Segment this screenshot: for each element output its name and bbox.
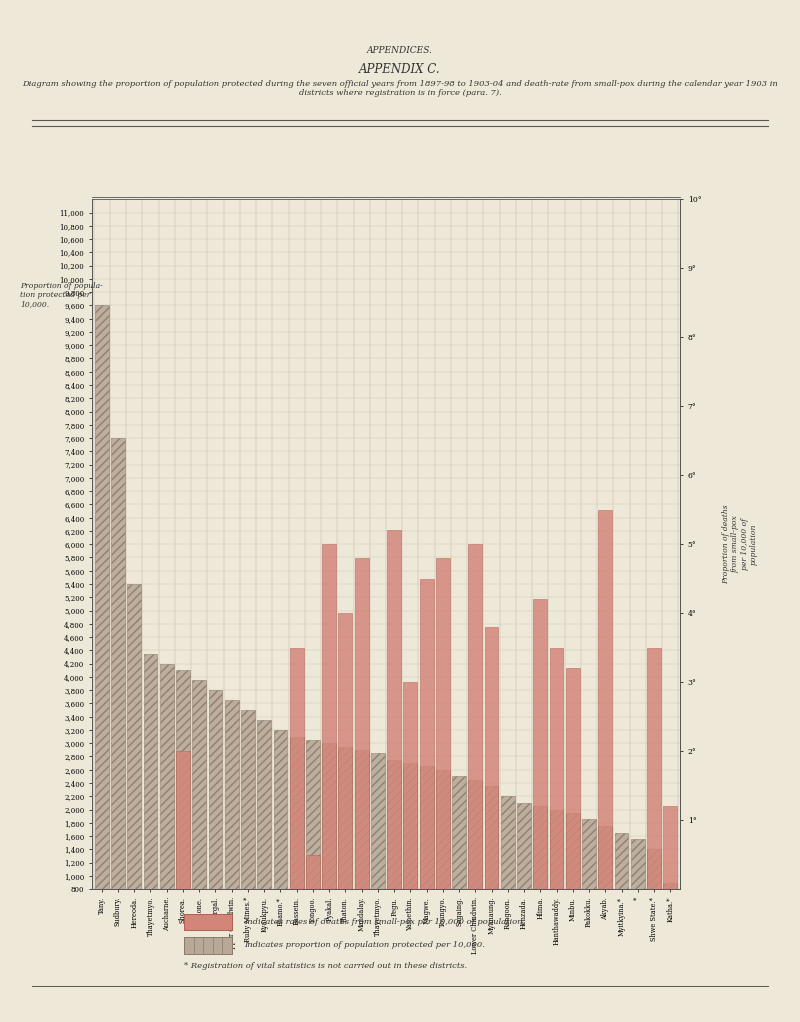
Bar [501, 796, 514, 889]
Bar [95, 306, 109, 889]
Bar [290, 648, 303, 889]
Bar [274, 730, 287, 889]
Bar [387, 530, 401, 889]
Text: Proportion of popula-
tion protected per
10,000.: Proportion of popula- tion protected per… [20, 282, 102, 309]
Bar [403, 683, 418, 889]
Bar [354, 558, 369, 889]
Bar [550, 809, 563, 889]
Bar [241, 710, 255, 889]
Bar [225, 700, 238, 889]
Bar [322, 743, 336, 889]
Text: APPENDICES.: APPENDICES. [367, 46, 433, 55]
Bar [663, 806, 677, 889]
Bar [566, 812, 580, 889]
Bar [306, 740, 320, 889]
Bar [338, 613, 352, 889]
Bar [485, 626, 498, 889]
Bar [631, 839, 645, 889]
Bar [176, 751, 190, 889]
Bar [469, 780, 482, 889]
Bar [582, 820, 596, 889]
Bar [306, 854, 320, 889]
Bar [436, 770, 450, 889]
Bar [469, 544, 482, 889]
Bar [436, 558, 450, 889]
Bar [209, 690, 222, 889]
Bar [338, 746, 352, 889]
Bar [160, 663, 174, 889]
Bar [354, 750, 369, 889]
Bar [192, 681, 206, 889]
Bar [452, 777, 466, 889]
Bar [614, 833, 629, 889]
Bar [647, 648, 661, 889]
Bar [111, 438, 125, 889]
Bar [566, 668, 580, 889]
Bar [534, 806, 547, 889]
Text: Diagram showing the proportion of population protected during the seven official: Diagram showing the proportion of popula… [22, 80, 778, 97]
Text: Proportion of deaths
from small-pox
per 10,000 of
population: Proportion of deaths from small-pox per … [722, 505, 758, 584]
Text: Indicates proportion of population protected per 10,000.: Indicates proportion of population prote… [244, 941, 485, 949]
Bar [290, 737, 303, 889]
Bar [647, 849, 661, 889]
Text: APPENDIX C.: APPENDIX C. [359, 63, 441, 77]
Bar [598, 826, 612, 889]
Bar [258, 719, 271, 889]
Bar [127, 584, 141, 889]
Bar [176, 670, 190, 889]
Bar [420, 578, 434, 889]
Bar [322, 544, 336, 889]
Bar [371, 753, 385, 889]
Bar [534, 599, 547, 889]
Bar [403, 763, 418, 889]
Text: Indicates rates of deaths from small-pox per 10,000 of population.: Indicates rates of deaths from small-pox… [244, 918, 525, 926]
Bar [420, 766, 434, 889]
Bar [550, 648, 563, 889]
Bar [485, 786, 498, 889]
Bar [143, 654, 158, 889]
Text: * Registration of vital statistics is not carried out in these districts.: * Registration of vital statistics is no… [184, 962, 467, 970]
Bar [387, 759, 401, 889]
Bar [517, 803, 531, 889]
Bar [663, 883, 677, 889]
Bar [598, 510, 612, 889]
